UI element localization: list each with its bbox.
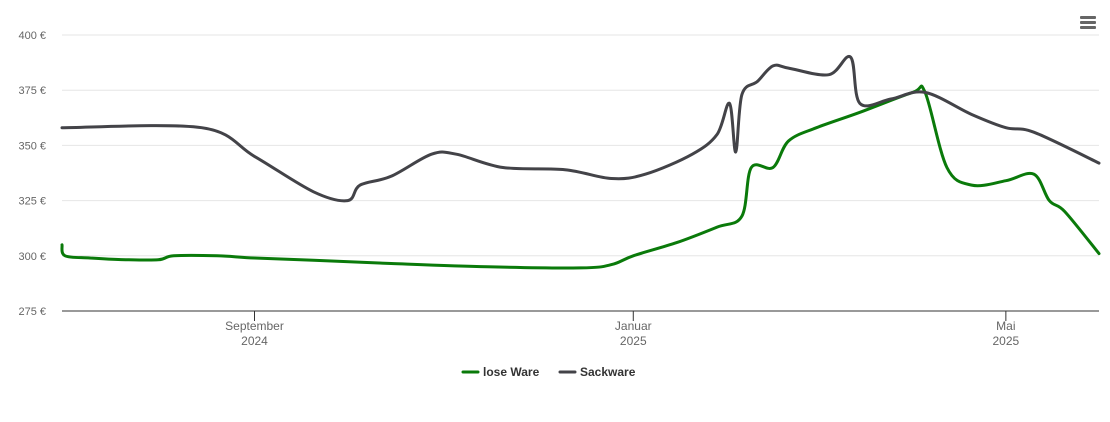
legend-label: lose Ware <box>483 365 540 379</box>
y-tick-label: 400 € <box>18 30 46 42</box>
legend-item-sackware[interactable]: Sackware <box>558 365 636 379</box>
x-tick-year: 2024 <box>241 334 268 348</box>
y-tick-label: 350 € <box>18 140 46 152</box>
y-tick-label: 325 € <box>18 196 46 208</box>
legend-item-lose-ware[interactable]: lose Ware <box>461 365 540 379</box>
series-line-sackware <box>60 54 1101 203</box>
series-line-lose-ware <box>60 84 1101 270</box>
grid-lines <box>62 34 1099 257</box>
y-tick-label: 375 € <box>18 85 46 97</box>
legend[interactable]: lose Ware Sackware <box>461 365 636 379</box>
x-tick-year: 2025 <box>993 334 1020 348</box>
menu-icon <box>1080 16 1096 29</box>
x-tick-month: September <box>225 319 284 333</box>
x-tick-month: Januar <box>615 319 652 333</box>
y-tick-label: 275 € <box>18 306 46 318</box>
x-tick-month: Mai <box>996 319 1015 333</box>
legend-label: Sackware <box>580 365 636 379</box>
x-tick-year: 2025 <box>620 334 647 348</box>
series-lines <box>60 54 1101 270</box>
menu-button[interactable] <box>1076 10 1100 34</box>
y-tick-label: 300 € <box>18 251 46 263</box>
y-axis-ticks: 275 € 300 € 325 € 350 € 375 € 400 € <box>18 30 46 318</box>
